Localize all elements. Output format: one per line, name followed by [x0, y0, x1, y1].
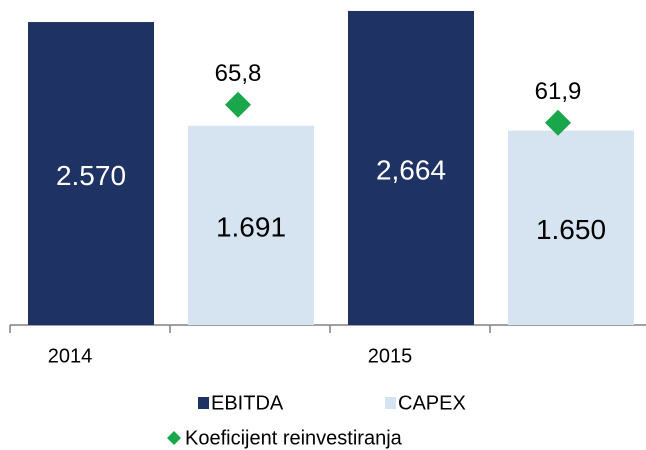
diamond-marker	[545, 109, 571, 136]
bar	[508, 130, 634, 325]
x-tick-label: 2015	[368, 345, 413, 367]
data-label: 65,8	[215, 60, 262, 87]
legend-marker	[385, 397, 396, 409]
legend-marker	[198, 397, 209, 409]
legend-label: EBITDA	[211, 392, 284, 414]
data-label: 2,664	[376, 154, 446, 185]
data-label: 2.570	[56, 160, 126, 191]
bar	[188, 125, 314, 325]
bar	[28, 22, 154, 326]
legend-marker	[167, 431, 181, 445]
data-label: 61,9	[535, 78, 582, 105]
legend-label: CAPEX	[398, 392, 466, 414]
legend-label: Koeficijent reinvestiranja	[185, 427, 403, 449]
x-tick-label: 2014	[48, 345, 93, 367]
diamond-marker	[225, 91, 251, 118]
bar	[348, 10, 474, 325]
data-label: 1.650	[536, 214, 606, 245]
data-label: 1.691	[216, 212, 286, 243]
